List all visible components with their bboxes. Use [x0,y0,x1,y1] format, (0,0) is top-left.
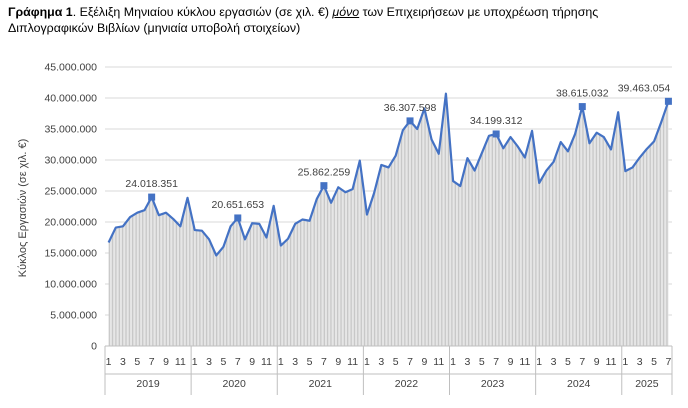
y-tick-label: 20.000.000 [44,217,97,229]
x-month-label: 9 [335,356,341,368]
x-month-label: 11 [261,356,272,368]
x-month-label: 3 [292,356,298,368]
data-marker [234,214,242,222]
x-month-label: 3 [120,356,126,368]
y-axis-ticks: 0 5.000.000 10.000.000 15.000.000 20.000.000… [44,62,97,353]
x-month-label: 7 [493,356,499,368]
area-fill [108,93,669,346]
x-month-label: 3 [206,356,212,368]
x-month-label: 1 [536,356,542,368]
data-marker [320,182,328,190]
series-line [107,92,670,257]
x-year-label: 2019 [136,378,160,390]
x-month-label: 1 [622,356,628,368]
y-tick-label: 35.000.000 [44,124,97,136]
x-month-label: 7 [149,356,155,368]
x-month-label: 7 [321,356,327,368]
x-year-label: 2025 [635,378,659,390]
caption-text-after: των Επιχειρήσεων με υποχρέωση τήρησης Δι… [8,5,599,35]
x-month-label: 7 [407,356,413,368]
data-label: 24.018.351 [125,178,178,190]
x-month-label: 1 [106,356,112,368]
data-label: 38.615.032 [556,88,609,100]
x-month-label: 3 [378,356,384,368]
y-tick-label: 45.000.000 [44,62,97,74]
x-month-label: 1 [278,356,284,368]
data-label: 39.463.054 [618,82,671,94]
caption-emphasis: μόνο [332,5,360,19]
data-labels: 24.018.351 20.651.653 25.862.259 36.307.598… [125,82,670,211]
x-year-label: 2022 [395,378,419,390]
y-tick-label: 15.000.000 [44,248,97,260]
y-tick-label: 30.000.000 [44,155,97,167]
x-month-label: 7 [235,356,241,368]
x-month-label: 7 [579,356,585,368]
data-markers [148,97,672,222]
x-month-label: 3 [465,356,471,368]
x-month-label: 5 [221,356,227,368]
y-axis-label: Κύκλος Εργασιών (σε χιλ. €) [17,139,29,278]
x-month-label: 9 [508,356,514,368]
x-year-label: 2024 [567,378,591,390]
x-month-label: 11 [433,356,444,368]
x-month-label: 5 [307,356,313,368]
x-month-label: 11 [606,356,617,368]
data-label: 34.199.312 [470,115,523,127]
caption-label: Γράφημα 1 [8,5,73,19]
x-year-label: 2021 [309,378,333,390]
x-year-label: 2023 [481,378,505,390]
data-marker [492,130,500,138]
data-label: 20.651.653 [211,199,264,211]
y-tick-label: 25.000.000 [44,186,97,198]
area-fill-path [108,93,669,346]
caption-text-before: . Εξέλιξη Μηνιαίου κύκλου εργασιών (σε χ… [72,5,333,19]
data-marker [148,193,156,201]
x-month-label: 9 [594,356,600,368]
x-month-label: 11 [175,356,186,368]
y-tick-label: 0 [91,341,97,353]
data-marker [664,97,672,105]
data-label: 36.307.598 [384,102,437,114]
x-year-label: 2020 [223,378,247,390]
x-month-label: 9 [421,356,427,368]
x-month-label: 3 [551,356,557,368]
x-month-label: 9 [163,356,169,368]
x-month-label: 11 [347,356,358,368]
chart-caption: Γράφημα 1. Εξέλιξη Μηνιαίου κύκλου εργασ… [8,4,680,36]
x-month-label: 5 [651,356,657,368]
x-month-label: 1 [192,356,198,368]
x-month-label: 11 [519,356,530,368]
x-month-label: 1 [450,356,456,368]
x-month-label: 3 [637,356,643,368]
data-marker [578,103,586,111]
x-month-label: 9 [249,356,255,368]
y-tick-label: 40.000.000 [44,93,97,105]
x-month-label: 5 [565,356,571,368]
data-marker [406,117,414,125]
x-month-label: 7 [665,356,671,368]
y-tick-label: 5.000.000 [50,310,97,322]
x-month-label: 1 [364,356,370,368]
x-month-label: 5 [393,356,399,368]
series-line-path [107,92,670,257]
y-tick-label: 10.000.000 [44,279,97,291]
x-month-label: 5 [134,356,140,368]
x-month-label: 5 [479,356,485,368]
data-label: 25.862.259 [298,167,351,179]
